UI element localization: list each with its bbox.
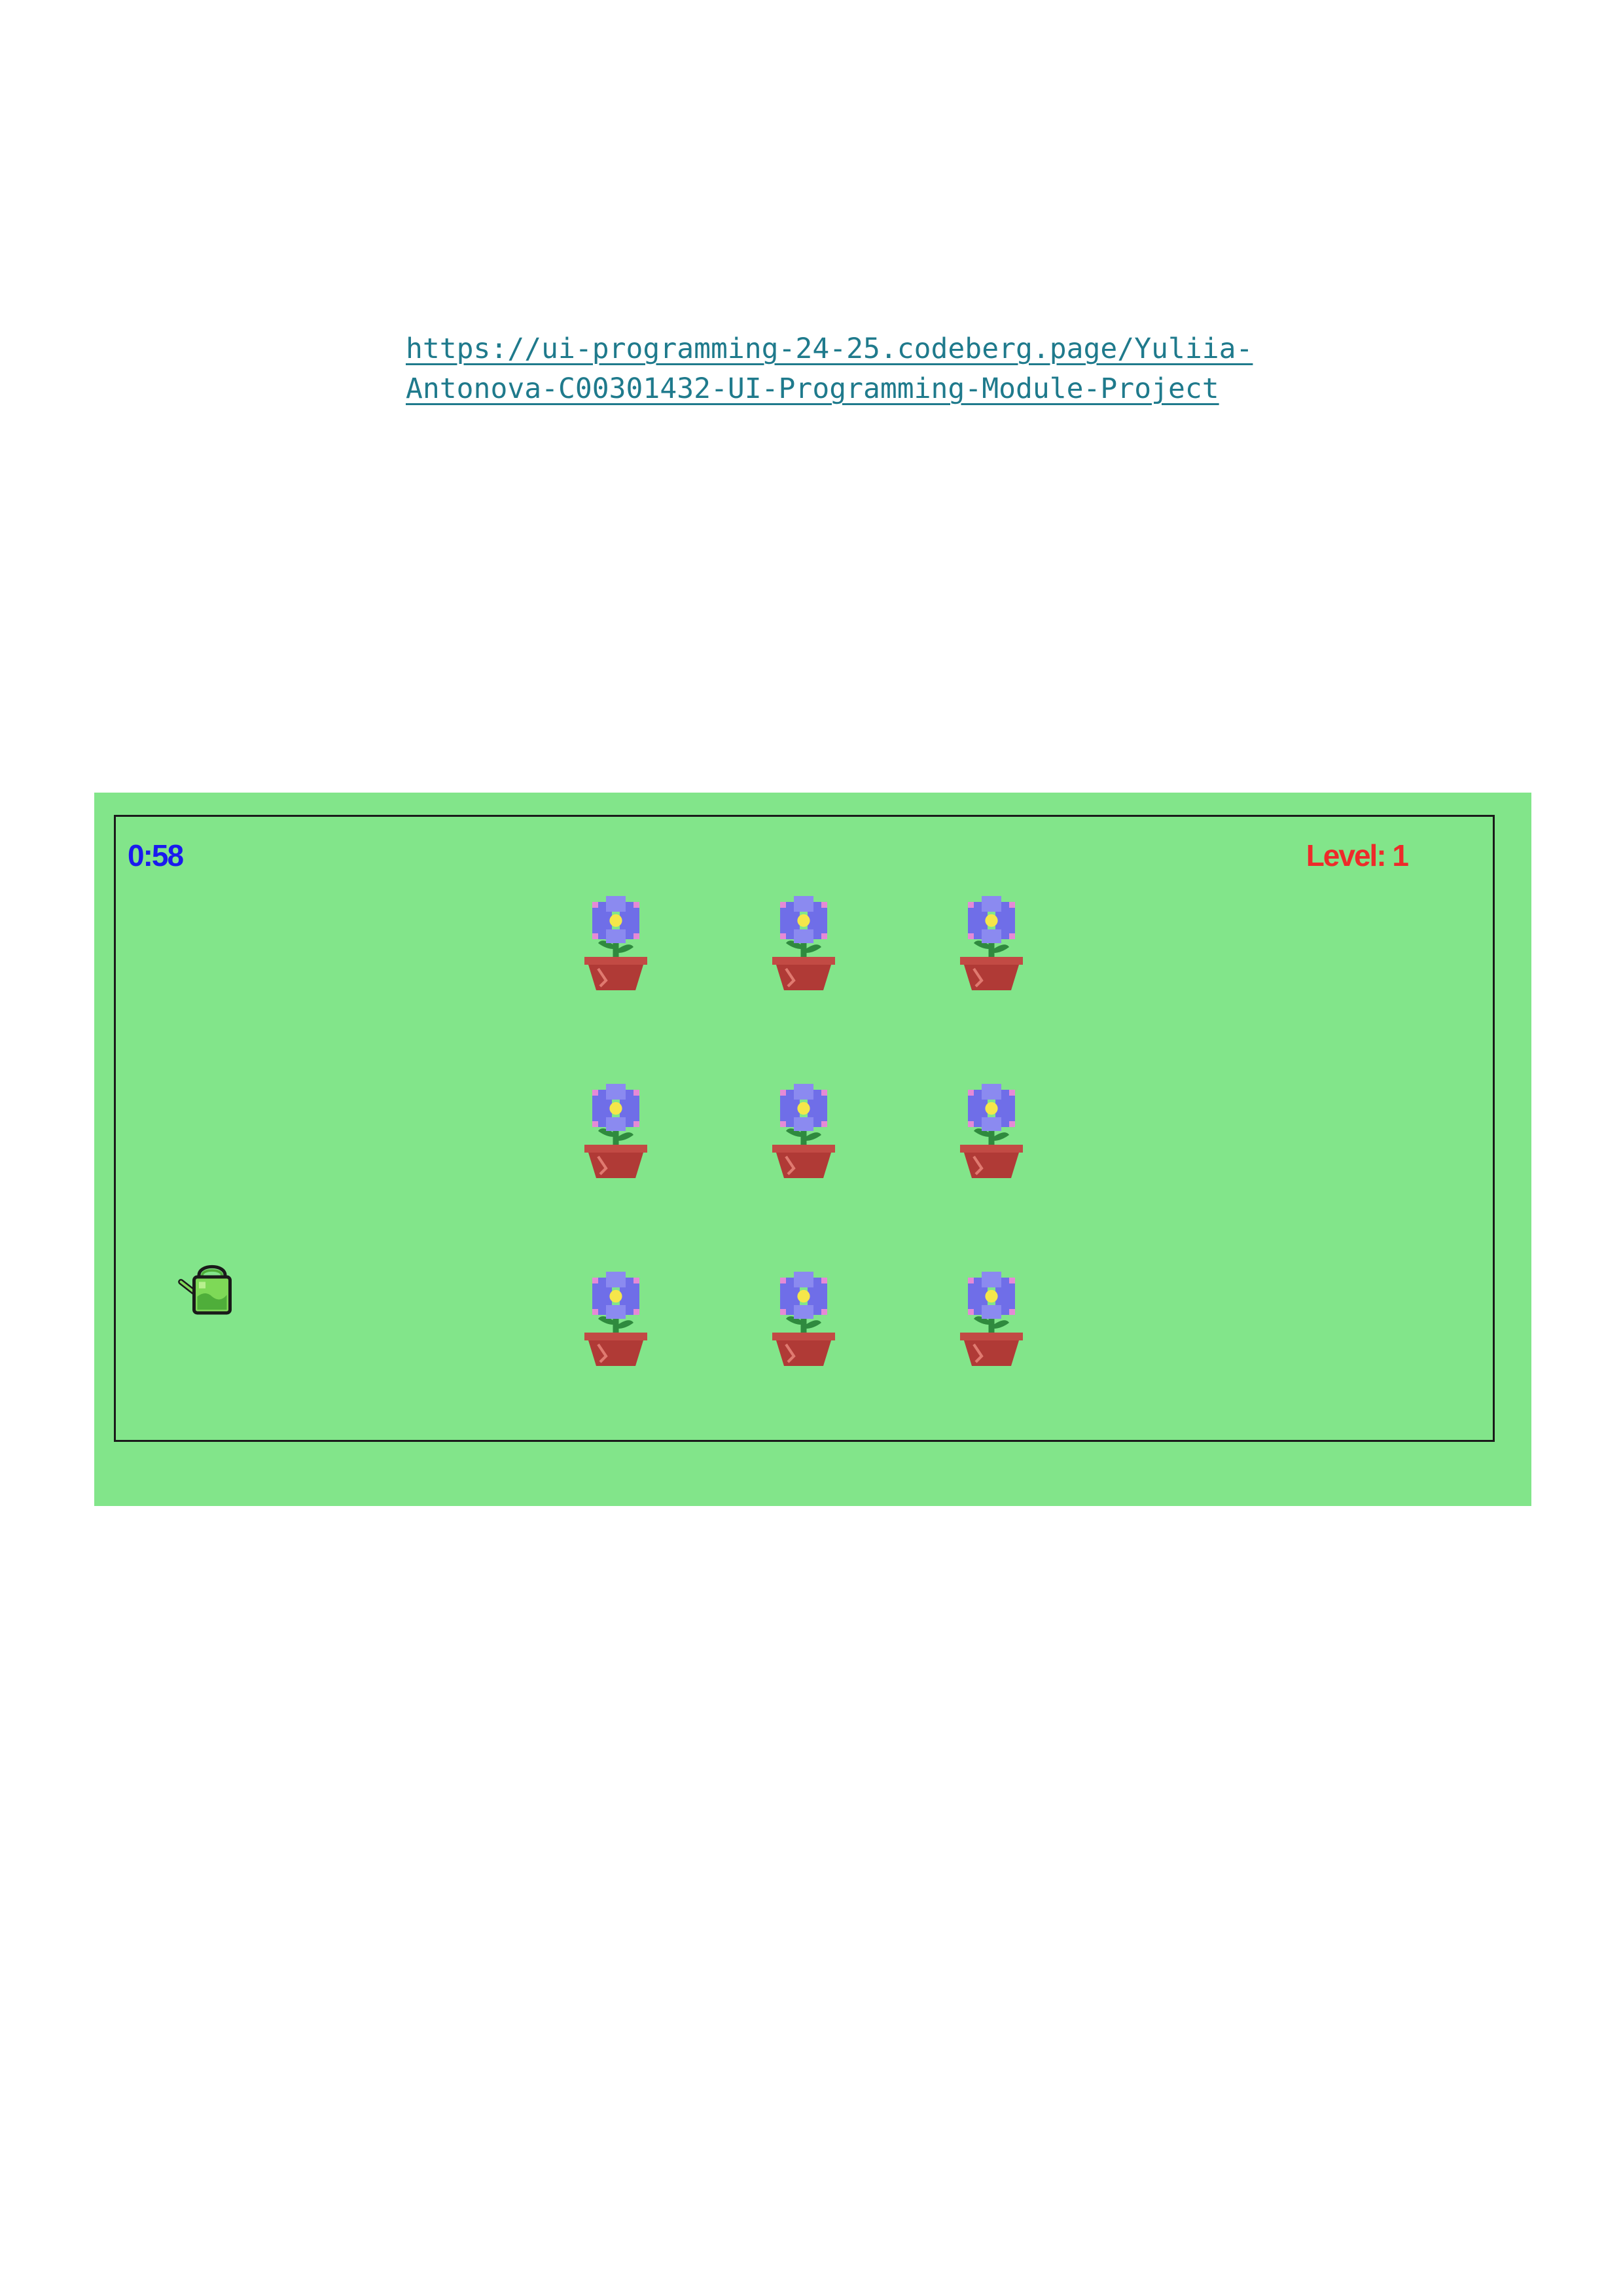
game-canvas[interactable]: 0:58 Level: 1	[114, 815, 1495, 1442]
flower-pot-icon[interactable]	[580, 894, 651, 992]
flower-pot-icon[interactable]	[768, 1082, 839, 1180]
flower-pot-icon[interactable]	[956, 894, 1027, 992]
flower-pot-icon[interactable]	[956, 1270, 1027, 1368]
timer-display: 0:58	[128, 838, 184, 872]
flower-pot-icon[interactable]	[580, 1082, 651, 1180]
watering-can-icon[interactable]	[176, 1254, 241, 1319]
project-link[interactable]: https://ui-programming-24-25.codeberg.pa…	[406, 329, 1257, 409]
project-link-line-1[interactable]: https://ui-programming-24-25.codeberg.pa…	[406, 332, 1253, 365]
flower-pot-icon[interactable]	[768, 1270, 839, 1368]
project-link-line-2[interactable]: Antonova-C00301432-UI-Programming-Module…	[406, 372, 1219, 405]
level-display: Level: 1	[1306, 838, 1409, 872]
flower-pot-icon[interactable]	[768, 894, 839, 992]
game-screenshot: 0:58 Level: 1	[94, 793, 1531, 1506]
flower-pot-icon[interactable]	[956, 1082, 1027, 1180]
flower-pot-icon[interactable]	[580, 1270, 651, 1368]
